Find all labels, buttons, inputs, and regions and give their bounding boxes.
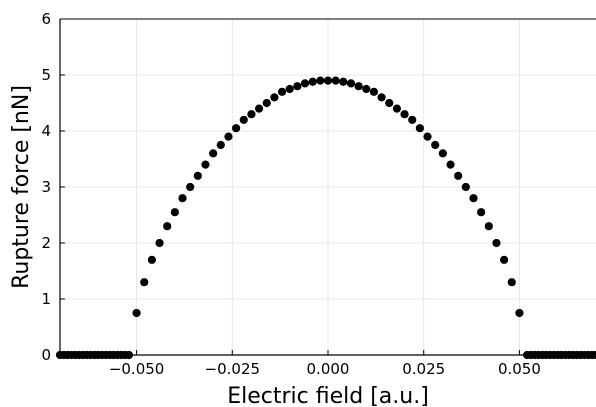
data-point [147, 255, 156, 264]
data-point [209, 149, 218, 158]
y-tick-label: 6 [41, 10, 51, 28]
x-tick-label: 0.050 [498, 360, 541, 378]
x-tick-label: −0.050 [109, 360, 165, 378]
y-tick-label: 5 [41, 66, 51, 84]
data-point [155, 238, 164, 248]
data-point [285, 84, 294, 94]
data-point [224, 132, 233, 141]
data-point [354, 82, 363, 91]
data-point [239, 115, 248, 124]
data-point [254, 104, 264, 113]
data-point [346, 79, 356, 88]
data-point [140, 278, 149, 287]
data-point [385, 98, 394, 108]
data-point [232, 124, 241, 133]
data-points [55, 76, 596, 360]
data-point [331, 76, 340, 85]
data-point [170, 208, 179, 217]
data-point [178, 194, 187, 203]
data-point [515, 308, 524, 318]
data-point [377, 93, 386, 102]
data-point [262, 98, 271, 108]
data-point [277, 87, 287, 96]
data-point [415, 124, 424, 133]
y-tick-label: 3 [41, 178, 51, 196]
y-tick-label: 2 [41, 234, 51, 252]
y-tick-label: 1 [41, 290, 51, 308]
data-point [201, 160, 210, 169]
data-point [124, 350, 134, 360]
data-point [477, 208, 486, 217]
data-point [591, 350, 596, 360]
data-point [469, 194, 478, 203]
data-point [293, 82, 302, 91]
data-point [454, 171, 463, 180]
data-point [216, 140, 225, 150]
y-tick-label: 4 [41, 122, 51, 140]
y-tick-label: 0 [41, 346, 51, 364]
data-point [446, 160, 455, 169]
data-point [369, 87, 379, 96]
data-point [339, 77, 348, 86]
data-point [163, 222, 172, 231]
data-point [392, 104, 402, 113]
data-point [507, 278, 516, 287]
data-point [186, 182, 195, 192]
data-point [300, 79, 310, 88]
grid [60, 18, 596, 356]
data-point [461, 182, 470, 192]
data-point [492, 238, 501, 248]
data-point [408, 115, 417, 124]
data-point [500, 255, 509, 264]
data-point [438, 149, 447, 158]
data-point [132, 308, 141, 318]
data-point [193, 171, 202, 180]
data-point [323, 76, 333, 85]
x-axis-label: Electric field [a.u.] [227, 384, 429, 407]
y-axis-label: Rupture force [nN] [9, 85, 34, 289]
x-tick-label: −0.025 [205, 360, 261, 378]
data-point [247, 110, 256, 119]
x-tick-label: 0.025 [402, 360, 445, 378]
data-point [316, 76, 325, 85]
data-point [431, 140, 440, 150]
data-point [270, 93, 279, 102]
data-point [362, 84, 371, 94]
axis-ticks: −0.050 −0.025 0.000 0.025 0.050 0 1 2 3 4 5 6 [41, 10, 540, 378]
data-point [484, 222, 493, 231]
data-point [423, 132, 432, 141]
data-point [308, 77, 317, 86]
data-point [400, 110, 409, 119]
x-tick-label: 0.000 [307, 360, 350, 378]
